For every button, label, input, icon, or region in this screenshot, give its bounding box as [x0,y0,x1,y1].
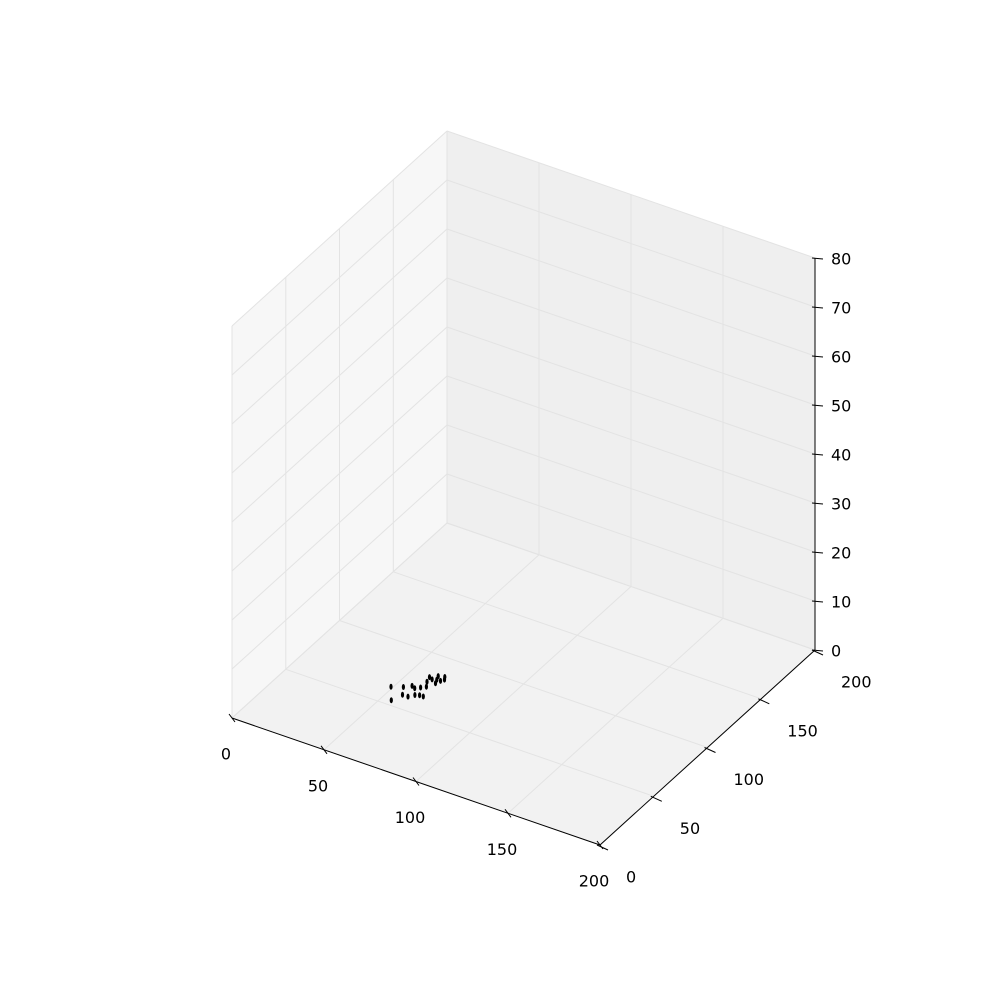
y-tick-mark [811,649,824,656]
x-tick-mark [228,713,236,723]
data-point [421,693,425,700]
gridline-z-left [231,277,448,474]
gridline-y-floor [285,668,654,797]
z-tick-mark [811,600,824,603]
x-tick-mark [412,777,420,786]
gridline-z-back [446,277,816,406]
gridline-z-left [231,375,448,572]
data-point [410,682,414,689]
chart-points [389,673,447,704]
gridline-z-left [231,473,448,670]
data-point [406,693,410,700]
z-tick-label: 60 [831,348,851,367]
data-point [433,680,438,687]
gridline-z-left [231,522,448,719]
y-tick-label: 150 [787,721,818,740]
z-tick-label: 40 [831,446,851,465]
data-point [436,673,440,680]
z-tick-mark [811,257,824,260]
gridline-z-back [446,375,816,504]
gridline-z-left [231,228,448,425]
y-tick-mark [650,795,663,802]
z-tick-mark [811,306,824,309]
data-point [413,685,417,692]
data-point [424,683,428,690]
gridline-z-back [446,326,816,455]
y-tick-label: 50 [680,819,700,838]
gridline-z-back [446,130,816,259]
z-tick-mark [811,649,824,652]
gridline-z-back [446,424,816,553]
y-tick-label: 0 [626,868,636,887]
data-point [401,684,405,690]
data-point [389,697,393,704]
x-tick-label: 150 [487,840,518,859]
data-point [400,691,405,698]
data-point [419,684,423,691]
z-tick-label: 30 [831,495,851,514]
x-tick-mark [320,745,328,755]
y-axis-line [599,649,816,846]
z-tick-label: 50 [831,397,851,416]
z-tick-label: 80 [831,250,851,269]
data-point [427,674,432,681]
gridline-z-back [446,522,816,651]
data-point [418,692,422,699]
x-tick-mark [504,808,512,818]
z-tick-mark [811,453,824,456]
data-point [442,676,447,683]
y-tick-mark [596,844,609,851]
gridline-z-left [231,424,448,621]
y-tick-label: 100 [734,770,765,789]
gridline-z-left [231,130,448,327]
z-tick-label: 70 [831,299,851,318]
y-tick-mark [758,698,770,705]
chart-panes [232,131,815,845]
y-tick-mark [704,747,716,753]
z-tick-mark [811,404,824,407]
z-tick-mark [811,502,824,505]
z-tick-label: 20 [831,544,851,563]
x-tick-label: 100 [395,808,426,827]
gridline-z-left [231,179,448,376]
z-tick-label: 0 [831,642,841,661]
z-tick-mark [811,355,824,358]
z-tick-mark [811,551,824,554]
gridline-z-back [446,179,816,308]
z-tick-label: 10 [831,593,851,612]
x-tick-label: 0 [221,745,231,764]
gridline-z-back [446,473,816,602]
gridline-z-left [231,326,448,523]
data-point [425,678,429,685]
x-tick-label: 200 [579,872,610,891]
x-tick-label: 50 [308,776,328,795]
data-point [430,676,434,683]
data-point [413,692,417,698]
gridline-y-floor [393,571,762,700]
gridline-z-back [446,228,816,357]
data-point [389,683,393,690]
y-tick-label: 200 [841,673,872,692]
data-point [438,677,443,684]
gridline-y-floor [339,620,708,748]
